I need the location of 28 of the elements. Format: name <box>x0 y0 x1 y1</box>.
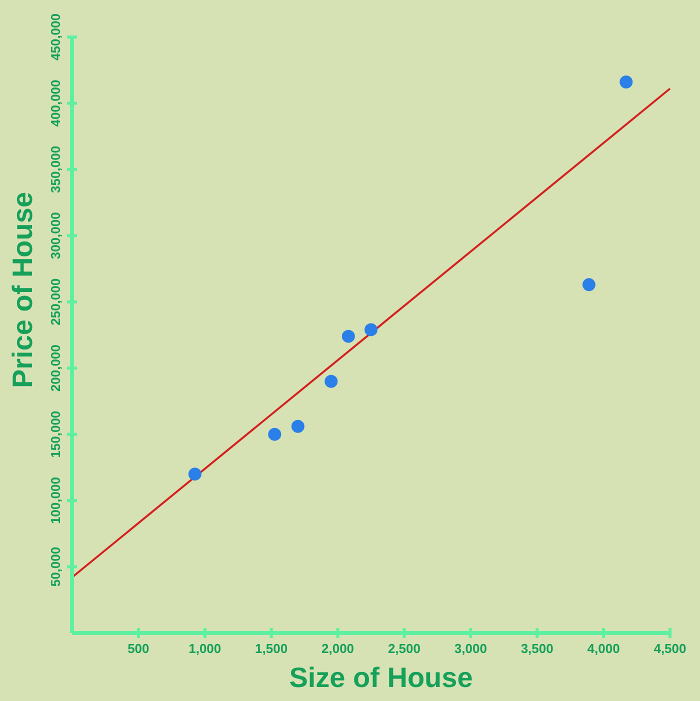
y-tick-label: 350,000 <box>48 146 63 193</box>
x-tick-label: 3,500 <box>520 641 554 656</box>
y-tick-label: 150,000 <box>48 410 63 458</box>
point <box>620 76 633 89</box>
x-tick-label: 500 <box>128 641 150 656</box>
x-tick-label: 2,500 <box>388 641 420 656</box>
x-tick-label: 4,000 <box>587 641 620 656</box>
x-tick-label: 2,000 <box>322 641 354 656</box>
point <box>342 330 355 343</box>
point <box>582 278 596 292</box>
x-tick-label: 3,000 <box>454 641 487 656</box>
y-tick-label: 400,000 <box>48 80 63 127</box>
point <box>324 374 338 388</box>
point <box>291 420 304 433</box>
y-tick-label: 200,000 <box>48 344 63 392</box>
y-tick-label: 250,000 <box>48 278 63 326</box>
x-tick-label: 4,500 <box>654 641 686 656</box>
y-axis-title: Price of House <box>7 192 38 388</box>
y-tick-label: 300,000 <box>48 212 63 260</box>
y-tick-label: 50,000 <box>48 546 63 587</box>
y-tick-label: 100,000 <box>48 477 63 524</box>
x-tick-label: 1,000 <box>188 641 222 656</box>
point <box>268 428 282 441</box>
point <box>364 323 378 336</box>
y-tick-label: 450,000 <box>48 14 63 60</box>
point <box>188 468 202 481</box>
x-axis-title: Size of House <box>289 662 473 693</box>
x-tick-label: 1,500 <box>255 641 288 656</box>
